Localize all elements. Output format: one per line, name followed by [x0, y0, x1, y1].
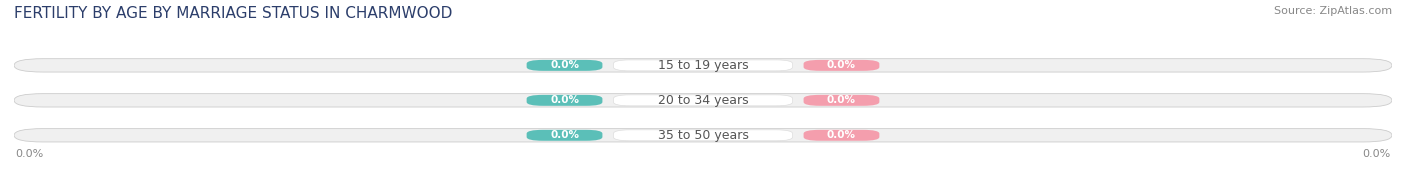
Text: 0.0%: 0.0% [827, 95, 856, 105]
Text: 0.0%: 0.0% [1362, 149, 1391, 159]
FancyBboxPatch shape [613, 60, 793, 71]
Text: 0.0%: 0.0% [15, 149, 44, 159]
Text: 0.0%: 0.0% [827, 130, 856, 140]
FancyBboxPatch shape [804, 60, 879, 71]
FancyBboxPatch shape [804, 130, 879, 141]
Text: 35 to 50 years: 35 to 50 years [658, 129, 748, 142]
Text: 0.0%: 0.0% [827, 60, 856, 70]
FancyBboxPatch shape [804, 95, 879, 106]
Text: 20 to 34 years: 20 to 34 years [658, 94, 748, 107]
Text: 0.0%: 0.0% [550, 95, 579, 105]
FancyBboxPatch shape [14, 129, 1392, 142]
FancyBboxPatch shape [613, 130, 793, 141]
Text: 0.0%: 0.0% [550, 60, 579, 70]
FancyBboxPatch shape [613, 95, 793, 106]
FancyBboxPatch shape [14, 94, 1392, 107]
Text: FERTILITY BY AGE BY MARRIAGE STATUS IN CHARMWOOD: FERTILITY BY AGE BY MARRIAGE STATUS IN C… [14, 6, 453, 21]
FancyBboxPatch shape [527, 130, 602, 141]
FancyBboxPatch shape [527, 95, 602, 106]
FancyBboxPatch shape [14, 59, 1392, 72]
FancyBboxPatch shape [527, 60, 602, 71]
Text: Source: ZipAtlas.com: Source: ZipAtlas.com [1274, 6, 1392, 16]
Text: 0.0%: 0.0% [550, 130, 579, 140]
Text: 15 to 19 years: 15 to 19 years [658, 59, 748, 72]
